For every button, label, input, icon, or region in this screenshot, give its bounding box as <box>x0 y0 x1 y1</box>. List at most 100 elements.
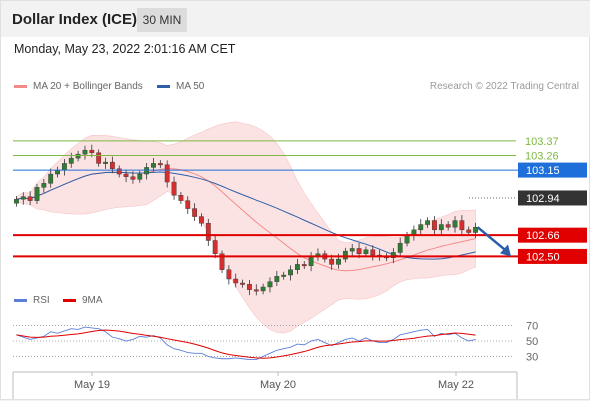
pivot-tag <box>518 162 587 178</box>
instrument-title: Dollar Index (ICE) <box>12 11 138 28</box>
candle-body <box>349 248 355 252</box>
rsi-level-label: 70 <box>526 321 538 333</box>
candle-body <box>418 224 424 231</box>
candle-body <box>116 168 122 175</box>
rsi-ma-swatch <box>63 299 76 302</box>
level-label: 102.66 <box>526 230 560 242</box>
level-label: 102.50 <box>526 251 560 263</box>
candle-body <box>404 234 410 244</box>
candle-body <box>308 256 314 266</box>
candle-body <box>267 281 273 288</box>
level-label: 103.26 <box>525 150 559 162</box>
candle-body <box>219 253 225 270</box>
candle-body <box>178 195 184 201</box>
legend-ma20-label: MA 20 + Bollinger Bands <box>33 81 143 92</box>
candle-body <box>294 264 300 270</box>
legend-rsi-label: RSI <box>33 295 50 306</box>
candle-body <box>96 152 102 164</box>
candle-body <box>14 199 19 204</box>
level-label: 103.37 <box>525 136 559 148</box>
candle-body <box>61 163 67 171</box>
candle-body <box>212 240 218 254</box>
candle-body <box>452 220 458 228</box>
candle-body <box>164 164 170 183</box>
forecast-arrow-line <box>476 226 508 253</box>
candle-body <box>301 264 307 267</box>
candle-body <box>144 167 150 175</box>
candle-body <box>445 224 451 228</box>
candle-body <box>240 282 245 285</box>
level-label: 102.94 <box>526 193 560 205</box>
header-bar: Dollar Index (ICE) 30 MIN <box>1 1 590 37</box>
candle-body <box>260 286 266 292</box>
last-price-tag <box>518 190 587 206</box>
candle-body <box>473 226 478 233</box>
x-tick-label: May 22 <box>438 379 474 391</box>
candle-body <box>68 157 74 164</box>
candle-body <box>342 250 348 260</box>
candle-body <box>20 196 26 200</box>
candle-body <box>288 269 293 276</box>
candle-body <box>103 161 108 164</box>
candle-body <box>226 269 232 280</box>
legend-9ma: 9MA <box>63 295 103 306</box>
rsi-level-label: 30 <box>526 351 538 363</box>
candle-body <box>34 187 40 201</box>
candle-body <box>466 229 472 233</box>
candle-body <box>27 196 33 201</box>
candle-body <box>363 249 369 254</box>
candle-body <box>192 208 198 217</box>
candle-body <box>41 183 47 188</box>
candle-body <box>233 278 239 284</box>
candle-body <box>130 176 136 180</box>
rsi-ma-line <box>16 329 476 359</box>
candle-body <box>438 224 444 231</box>
rsi-level-label: 50 <box>526 336 538 348</box>
candle-body <box>157 163 163 166</box>
level-label: 103.15 <box>526 165 560 177</box>
support-tag <box>518 248 587 264</box>
candle-body <box>329 258 335 265</box>
candle-body <box>48 173 54 184</box>
legend-ma50: MA 50 <box>157 81 204 92</box>
forecast-arrow-head <box>500 244 511 257</box>
ma20-swatch <box>14 85 27 88</box>
candle-body <box>425 220 431 225</box>
candle-body <box>109 161 115 169</box>
candle-body <box>390 252 396 258</box>
legend-ma20: MA 20 + Bollinger Bands <box>14 81 143 92</box>
x-tick-label: May 19 <box>74 379 110 391</box>
candle-body <box>432 220 437 231</box>
candle-body <box>185 200 191 209</box>
candle-body <box>253 289 259 292</box>
candle-body <box>82 149 88 155</box>
candle-body <box>199 216 204 224</box>
candle-body <box>89 149 95 153</box>
timeframe-button[interactable]: 30 MIN <box>137 8 187 32</box>
bollinger-band <box>16 121 476 334</box>
support-tag <box>518 227 587 243</box>
candle-body <box>171 181 177 196</box>
candle-body <box>370 249 376 256</box>
candle-body <box>137 173 143 180</box>
rsi-swatch <box>14 299 27 302</box>
legend-ma50-label: MA 50 <box>176 81 205 92</box>
legend-rsi: RSI <box>14 295 50 306</box>
candle-body <box>247 284 252 290</box>
candle-body <box>55 169 60 175</box>
candle-body <box>75 153 81 159</box>
timestamp: Monday, May 23, 2022 2:01:16 AM CET <box>14 42 236 56</box>
candle-body <box>336 258 341 265</box>
legend-9ma-label: 9MA <box>82 295 103 306</box>
ma50-swatch <box>157 85 170 88</box>
candle-body <box>274 276 280 282</box>
candle-body <box>123 173 129 177</box>
candle-body <box>281 274 287 277</box>
rsi-line <box>16 326 476 360</box>
candle-body <box>397 242 403 253</box>
x-tick-label: May 20 <box>260 379 296 391</box>
credit-text: Research © 2022 Trading Central <box>429 81 579 92</box>
candle-body <box>459 220 465 231</box>
